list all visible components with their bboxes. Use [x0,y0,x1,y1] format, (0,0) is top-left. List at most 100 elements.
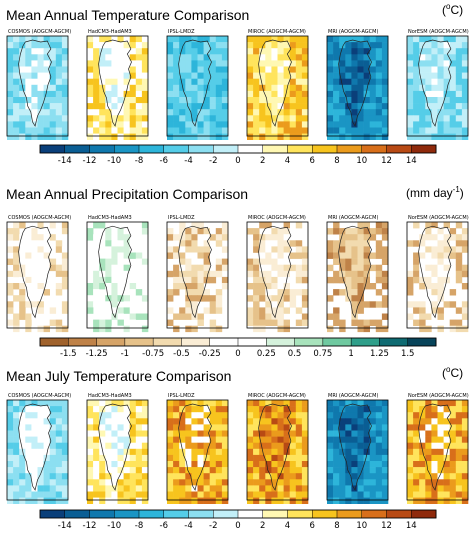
map-cell [13,412,20,419]
map-cell [295,289,303,296]
map-cell [357,84,364,92]
map-cell [117,84,124,92]
map-cell [7,72,14,79]
map-cell [369,54,377,61]
map-cell [419,115,426,122]
section-title: Mean July Temperature Comparison [6,368,232,384]
greenland-coastline [258,39,292,127]
map-cell [197,36,204,43]
map-cell [141,228,149,235]
colorbar-swatch [262,509,288,519]
map-cell [179,222,186,229]
map-cell [203,246,210,253]
map-cell [431,103,438,110]
map-cell [419,485,426,492]
map-cell [7,454,14,462]
panel-label: COSMOS (AOGCM-AGCM) [8,393,71,399]
map-cell [351,406,358,413]
map-cell [111,60,118,67]
map-cell [173,276,180,284]
map-cell [437,103,444,110]
map-cell [271,442,278,450]
map-cell [455,424,463,431]
map-cell [357,36,364,43]
map-cell [419,109,426,116]
map-cell [117,72,124,79]
map-cell [283,325,290,333]
map-cell [345,127,352,134]
map-cell [197,240,204,247]
map-cell [87,121,94,128]
map-cell [351,78,358,86]
map-cell [19,133,26,140]
map-cell [265,289,272,296]
map-cell [455,270,463,278]
map-cell [111,301,118,308]
map-cell [381,454,389,462]
map-cell [37,115,44,122]
map-cell [135,258,143,265]
map-cell [93,234,100,241]
map-cell [295,246,303,253]
map-cell [443,234,450,241]
map-cell [117,454,124,462]
map-cell [19,289,26,296]
map-cell [247,121,254,128]
map-cell [351,228,358,235]
map-cell [289,491,297,498]
map-cell [437,307,444,314]
map-cell [301,127,309,134]
map-cell [327,485,334,492]
map-cell [351,90,358,98]
colorbar-swatch [163,509,189,519]
map-cell [345,264,352,272]
map-cell [271,406,278,413]
map-cell [363,497,370,504]
map-cell [87,289,94,296]
map-cell [461,90,469,98]
map-cell [55,72,63,79]
map-cell [253,234,260,241]
map-cell [339,319,346,326]
map-cell [369,264,377,272]
map-cell [345,473,352,480]
map-cell [461,97,469,104]
map-cell [277,307,284,314]
map-cell [87,485,94,492]
map-cell [455,418,463,425]
map-cell [413,54,420,61]
map-cell [215,115,223,122]
map-cell [31,479,38,486]
map-cell [179,84,186,92]
map-cell [25,461,32,468]
colorbar-swatch [152,337,182,347]
map-cell [375,264,383,272]
map-cell [357,66,364,73]
map-cell [449,42,457,49]
map-cell [87,295,94,302]
map-panel: NorESM (AOGCM-AGCM) [406,215,469,333]
map-cell [443,491,450,498]
map-cell [191,424,198,431]
map-cell [117,467,124,474]
map-cell [265,307,272,314]
map-cell [407,115,414,122]
map-cell [141,97,149,104]
map-cell [93,442,100,450]
map-cell [339,473,346,480]
colorbar-tick-label: 12 [381,521,392,531]
map-cell [289,103,297,110]
map-cell [141,36,149,43]
map-panel: NorESM (AOGCM-AGCM) [406,393,469,504]
map-cell [19,442,26,450]
map-cell [93,412,100,419]
map-cell [13,66,20,73]
map-cell [295,497,303,504]
colorbar-tick-label: 2 [260,521,265,531]
map-cell [425,283,432,290]
map-cell [99,72,106,79]
map-cell [49,485,57,492]
map-cell [179,234,186,241]
map-cell [55,479,63,486]
map-cell [141,400,149,407]
